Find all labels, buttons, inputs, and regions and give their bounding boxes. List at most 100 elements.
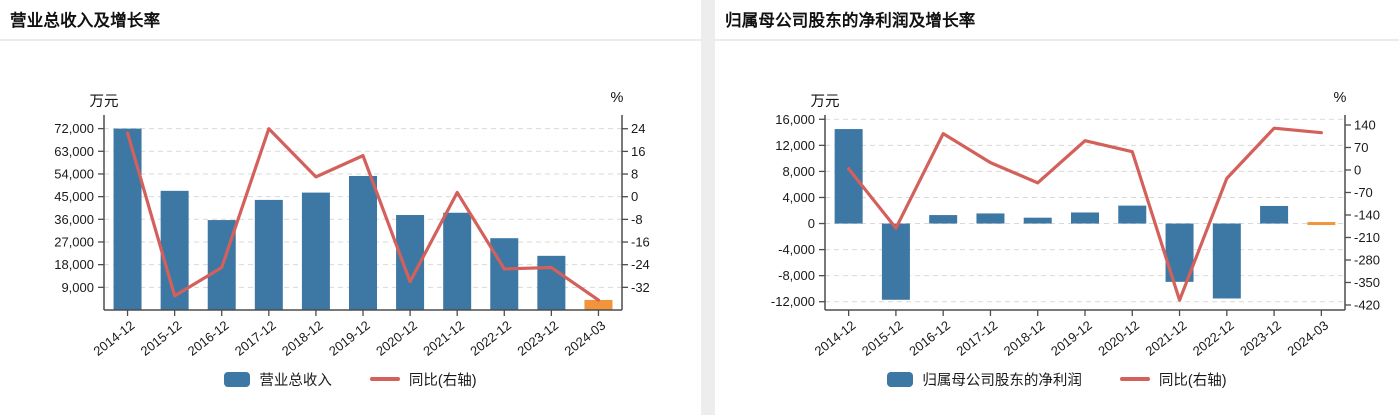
right-axis-unit-label: % xyxy=(610,90,624,106)
x-axis-label: 2024-03 xyxy=(561,318,608,359)
y-axis-right-label: -350 xyxy=(1354,275,1380,290)
line-swatch-icon xyxy=(369,377,400,381)
y-axis-left-label: 4,000 xyxy=(782,190,815,205)
y-axis-right-label: -8 xyxy=(631,212,643,227)
revenue-panel: 营业总收入及增长率 万元 % 72,000 63,000 54,000 45,000 3… xyxy=(0,12,701,390)
legend-label: 营业总收入 xyxy=(259,372,332,389)
bar-2019-12[interactable] xyxy=(349,175,377,310)
legend-label: 归属母公司股东的净利润 xyxy=(922,372,1082,389)
y-axis-right-label: 24 xyxy=(631,121,645,136)
legend-item-line[interactable]: 同比(右轴) xyxy=(369,369,477,390)
x-axis-label: 2019-12 xyxy=(1048,318,1095,359)
bar-2023-12[interactable] xyxy=(1260,205,1289,224)
y-axis-right-label: -24 xyxy=(631,257,650,272)
legend-item-bar[interactable]: 归属母公司股东的净利润 xyxy=(887,369,1082,390)
x-axis-label: 2023-12 xyxy=(514,318,561,359)
y-axis-right-label: -32 xyxy=(631,280,650,295)
bar-2022-12[interactable] xyxy=(1212,223,1241,299)
bar-2020-12[interactable] xyxy=(1118,205,1147,224)
y-axis-right-label: 8 xyxy=(631,167,638,182)
x-axis-label: 2020-12 xyxy=(1095,318,1142,359)
bar-2016-12[interactable] xyxy=(929,215,958,224)
page-title: 营业总收入及增长率 xyxy=(10,12,161,30)
bar-2017-12[interactable] xyxy=(976,213,1005,224)
bar-2021-12[interactable] xyxy=(443,212,472,310)
net-profit-panel: 归属母公司股东的净利润及增长率 万元 % 16,000 12,000 8,000 4,… xyxy=(715,0,1399,415)
bar-swatch-icon xyxy=(224,371,251,387)
x-axis-label: 2018-12 xyxy=(1001,318,1048,359)
x-axis-label: 2018-12 xyxy=(279,318,326,359)
y-axis-left-label: 72,000 xyxy=(54,121,94,136)
y-axis-left-label: 27,000 xyxy=(54,234,94,249)
bar-2018-12[interactable] xyxy=(301,192,330,310)
title-divider xyxy=(0,39,701,41)
bar-2014-12[interactable] xyxy=(834,129,863,224)
y-axis-right-label: -70 xyxy=(1354,185,1373,200)
y-axis-left-label: -4,000 xyxy=(778,242,815,257)
y-axis-right-label: -140 xyxy=(1354,207,1380,222)
x-axis-label: 2016-12 xyxy=(906,318,953,359)
y-axis-right-label: -210 xyxy=(1354,230,1380,245)
y-axis-left-label: 63,000 xyxy=(54,144,94,159)
y-axis-left-label: 36,000 xyxy=(54,212,94,227)
x-axis-label: 2023-12 xyxy=(1237,318,1284,359)
bar-2018-12[interactable] xyxy=(1023,217,1052,224)
legend: 归属母公司股东的净利润 同比(右轴) xyxy=(715,368,1399,390)
bar-2015-12[interactable] xyxy=(881,223,910,300)
y-axis-right-label: 0 xyxy=(631,189,638,204)
y-axis-left-label: 9,000 xyxy=(61,280,94,295)
x-axis-label: 2017-12 xyxy=(232,318,279,359)
bar-2017-12[interactable] xyxy=(254,199,283,310)
x-axis-label: 2017-12 xyxy=(953,318,1000,359)
left-axis-unit-label: 万元 xyxy=(810,94,840,110)
x-axis-label: 2020-12 xyxy=(373,318,420,359)
bar-2019-12[interactable] xyxy=(1071,212,1099,224)
y-axis-right-label: -420 xyxy=(1354,297,1380,312)
legend-label: 同比(右轴) xyxy=(408,372,477,389)
bar-2014-12[interactable] xyxy=(113,128,142,310)
y-axis-left-label: 45,000 xyxy=(54,189,94,204)
growth-line[interactable] xyxy=(125,127,601,302)
y-axis-left-label: 8,000 xyxy=(782,164,815,179)
left-axis-unit-label: 万元 xyxy=(89,94,119,110)
x-axis-label: 2021-12 xyxy=(1143,318,1190,359)
y-axis-left-label: 54,000 xyxy=(54,166,94,181)
x-axis-label: 2015-12 xyxy=(138,318,185,359)
y-axis-left-label: -12,000 xyxy=(771,294,815,309)
bar-2024-03[interactable] xyxy=(1307,222,1336,226)
x-axis-label: 2022-12 xyxy=(1190,318,1237,359)
x-axis-label: 2014-12 xyxy=(812,318,859,359)
x-axis-label: 2022-12 xyxy=(467,318,514,359)
net-profit-chart: 16,000 12,000 8,000 4,000 0 -4,000 -8,000 -12,0… xyxy=(771,112,1380,359)
bar-2024-03[interactable] xyxy=(584,299,613,310)
x-axis-label: 2024-03 xyxy=(1284,318,1331,359)
x-axis-label: 2016-12 xyxy=(185,318,232,359)
y-axis-left-label: 12,000 xyxy=(775,138,815,153)
x-axis-label: 2014-12 xyxy=(91,318,138,359)
legend: 营业总收入 同比(右轴) xyxy=(0,368,701,390)
y-axis-left-label: 16,000 xyxy=(775,112,815,127)
title-divider xyxy=(715,39,1399,41)
legend-item-bar[interactable]: 营业总收入 xyxy=(224,369,332,390)
growth-line[interactable] xyxy=(847,126,1323,302)
x-axis-label: 2015-12 xyxy=(859,318,906,359)
x-axis-label: 2021-12 xyxy=(420,318,467,359)
right-axis-unit-label: % xyxy=(1333,90,1347,106)
bar-2022-12[interactable] xyxy=(490,238,519,310)
y-axis-right-label: -280 xyxy=(1354,252,1380,267)
panel-divider xyxy=(701,0,715,415)
y-axis-left-label: 0 xyxy=(808,216,815,231)
bar-swatch-icon xyxy=(887,371,914,387)
y-axis-right-label: 140 xyxy=(1354,117,1376,132)
line-swatch-icon xyxy=(1119,377,1150,381)
y-axis-right-label: 16 xyxy=(631,144,645,159)
legend-item-line[interactable]: 同比(右轴) xyxy=(1119,369,1227,390)
y-axis-right-label: -16 xyxy=(631,235,650,250)
y-axis-left-label: 18,000 xyxy=(54,257,94,272)
bar-2023-12[interactable] xyxy=(537,255,566,310)
page-title: 归属母公司股东的净利润及增长率 xyxy=(725,12,976,30)
y-axis-right-label: 70 xyxy=(1354,140,1368,155)
legend-label: 同比(右轴) xyxy=(1158,372,1227,389)
y-axis-right-label: 0 xyxy=(1354,162,1361,177)
x-axis-label: 2019-12 xyxy=(326,318,373,359)
